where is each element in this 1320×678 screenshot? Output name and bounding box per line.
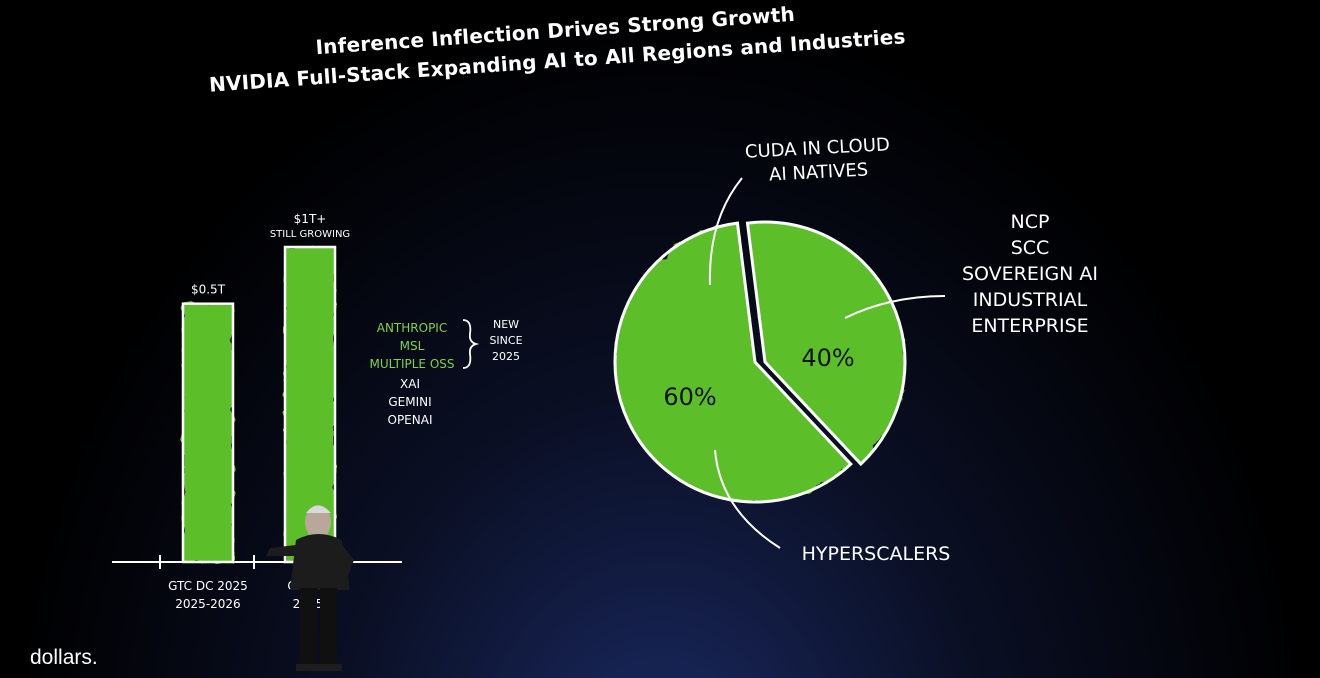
customer-existing: GEMINI: [388, 395, 431, 409]
customer-new: MSL: [400, 339, 425, 353]
x-tick-label: 2025-2026: [175, 597, 240, 611]
pie-slice-label: NCP: [1011, 211, 1050, 233]
bar-outline: [181, 302, 235, 564]
bar-data-label: $0.5T: [191, 283, 226, 297]
bracket: [462, 319, 480, 369]
bar-chart: $0.5T GTC DC 2025 2025-2026 $1T+ STILL GROWI…: [112, 212, 402, 611]
customer-new: ANTHROPIC: [377, 321, 447, 335]
pie-slice-label: ENTERPRISE: [971, 315, 1088, 337]
pie-slice-label: HYPERSCALERS: [802, 543, 951, 565]
subtitle-caption: dollars.: [30, 646, 98, 669]
pie-slice-hyperscalers: [615, 223, 851, 502]
pie-percent-label: 40%: [801, 344, 854, 372]
customer-list: ANTHROPIC MSL MULTIPLE OSS XAI GEMINI OPENAI N…: [369, 318, 522, 427]
bracket-label: 2025: [492, 350, 520, 363]
customer-new: MULTIPLE OSS: [369, 357, 454, 371]
bar: [183, 303, 233, 562]
pie-slice-label: SOVEREIGN AI: [962, 263, 1098, 285]
leader-line: [844, 295, 946, 319]
pie-top-annotation: AI NATIVES: [769, 159, 869, 185]
pie-percent-label: 60%: [663, 383, 716, 411]
pie-slice-label: SCC: [1011, 237, 1050, 259]
bracket-label: SINCE: [489, 334, 522, 347]
leader-line: [708, 177, 743, 286]
pie-slice-label: INDUSTRIAL: [973, 289, 1088, 311]
bar-data-label: $1T+: [294, 212, 327, 226]
pie-slice-other: [747, 221, 906, 465]
bracket-label: NEW: [493, 318, 519, 331]
bar-data-label: STILL GROWING: [270, 229, 350, 240]
x-tick-label: GTC DC 2025: [168, 579, 248, 593]
pie-slice-outline: [613, 221, 853, 504]
customer-existing: OPENAI: [388, 413, 433, 427]
customer-existing: XAI: [400, 377, 420, 391]
leader-line: [714, 449, 781, 549]
